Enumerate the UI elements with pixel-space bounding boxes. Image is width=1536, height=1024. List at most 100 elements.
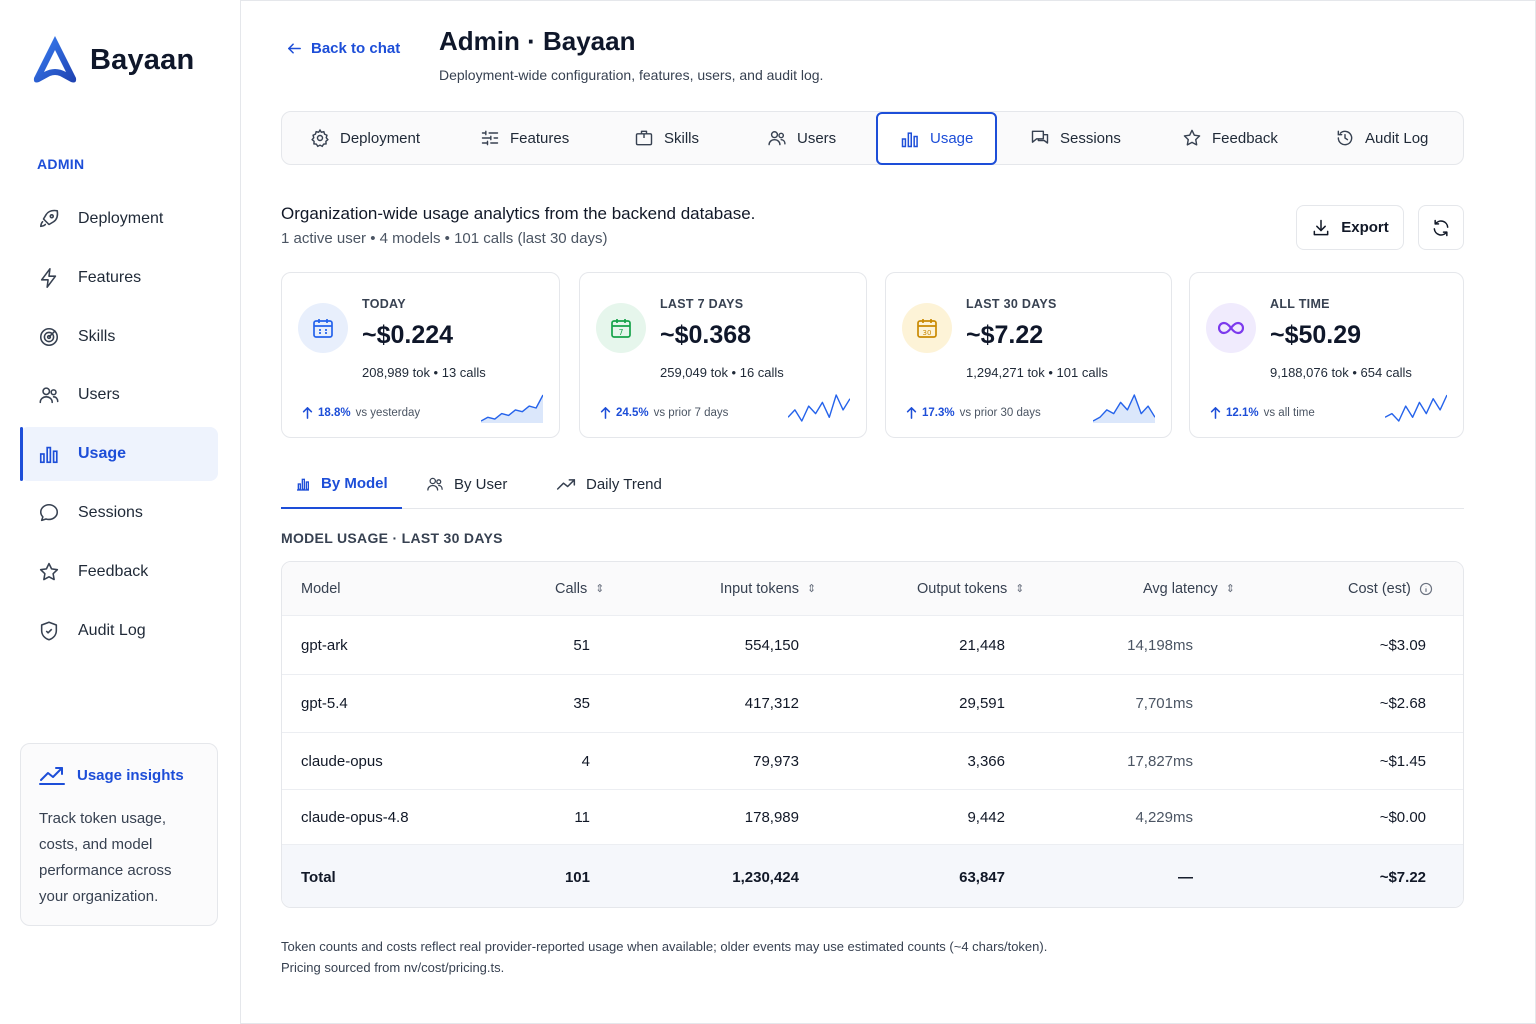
stat-card-last-7-days: 7 LAST 7 DAYS ~$0.368 259,049 tok • 16 c… (579, 272, 867, 438)
sidebar-item-label: Feedback (78, 562, 149, 580)
sidebar-item-label: Users (78, 386, 120, 404)
stat-value: ~$7.22 (966, 321, 1044, 349)
export-button[interactable]: Export (1296, 205, 1404, 250)
stat-icon-circle: 7 (596, 303, 646, 353)
cell-input-tokens: 178,989 (744, 808, 799, 826)
table-row[interactable]: claude-opus 4 79,973 3,366 17,827ms ~$1.45 (282, 733, 1463, 790)
sidebar-item-label: Deployment (78, 210, 164, 227)
sidebar-item-users[interactable]: Users (20, 368, 218, 422)
sidebar-item-deployment[interactable]: Deployment (20, 192, 218, 246)
stat-icon-circle: 30 (902, 303, 952, 353)
gear-icon (311, 128, 329, 148)
info-icon[interactable] (1419, 582, 1433, 596)
sidebar-item-label: Sessions (78, 503, 143, 521)
table-row[interactable]: claude-opus-4.8 11 178,989 9,442 4,229ms ~$0.… (282, 790, 1463, 845)
tab-label: Usage (930, 130, 974, 147)
stat-meta: 208,989 tok • 13 calls (362, 365, 486, 380)
tab-features[interactable]: Features (480, 111, 569, 165)
tab-usage[interactable]: Usage (876, 112, 998, 165)
cell-calls: 11 (574, 808, 590, 826)
tab-feedback[interactable]: Feedback (1182, 111, 1278, 165)
tab-sessions[interactable]: Sessions (1030, 111, 1121, 165)
table-header-row: Model Calls ⇕ Input tokens ⇕ Output tokens… (282, 562, 1463, 616)
subtab-label: By Model (321, 475, 388, 492)
page-title: Admin · Bayaan (439, 26, 636, 56)
sparkline-line (481, 394, 543, 422)
column-header-calls[interactable]: Calls ⇕ (555, 580, 605, 597)
admin-tabs: Deployment Features Skills Users Usage S… (281, 111, 1464, 165)
subtab-daily-trend[interactable]: Daily Trend (556, 460, 662, 508)
tab-label: Features (510, 129, 570, 147)
usage-insights-title: Usage insights (77, 766, 184, 784)
stat-delta-text: vs yesterday (355, 407, 421, 419)
cell-input-tokens: 554,150 (744, 636, 799, 654)
table-row[interactable]: gpt-5.4 35 417,312 29,591 7,701ms ~$2.68 (282, 675, 1463, 733)
sidebar-item-usage[interactable]: Usage (20, 427, 218, 482)
stat-delta-text: vs all time (1263, 407, 1315, 419)
column-header-avg-latency[interactable]: Avg latency ⇕ (1143, 580, 1235, 597)
subtab-by-user[interactable]: By User (426, 460, 507, 508)
refresh-button[interactable] (1418, 205, 1464, 250)
sparkline-area (481, 395, 543, 423)
column-header-input-tokens[interactable]: Input tokens ⇕ (720, 580, 817, 597)
tab-label: Users (797, 129, 837, 147)
chat-bubbles-icon (1031, 130, 1049, 144)
sidebar-item-skills[interactable]: Skills (20, 310, 218, 364)
sidebar-item-feedback[interactable]: Feedback (20, 545, 218, 599)
refresh-icon (1433, 219, 1449, 236)
sidebar-item-label: Audit Log (78, 621, 146, 639)
briefcase-icon (635, 130, 653, 146)
total-input-tokens: 1,230,424 (732, 868, 799, 886)
table-total-row: Total 101 1,230,424 63,847 — ~$7.22 (282, 845, 1463, 907)
sidebar-item-sessions[interactable]: Sessions (20, 486, 218, 540)
stat-label: LAST 30 DAYS (966, 297, 1057, 311)
stat-delta: 24.5% vs prior 7 days (600, 407, 728, 419)
cell-cost: ~$3.09 (1379, 636, 1426, 654)
footnote-line: Pricing sourced from nv/cost/pricing.ts. (281, 960, 505, 975)
calendar-7-icon: 7 (611, 319, 631, 338)
trending-up-icon (39, 767, 65, 785)
column-header-cost[interactable]: Cost (est) (1348, 562, 1433, 615)
sparkline-line (788, 394, 850, 422)
sparkline-area (1093, 395, 1155, 423)
sort-icon: ⇕ (1015, 583, 1025, 595)
tab-audit-log[interactable]: Audit Log (1335, 111, 1428, 165)
cell-avg-latency: 14,198ms (1127, 636, 1193, 654)
column-header-model[interactable]: Model (301, 580, 341, 597)
download-icon (1313, 219, 1329, 235)
total-label: Total (301, 868, 336, 886)
svg-text:7: 7 (619, 328, 624, 337)
tab-skills[interactable]: Skills (634, 111, 699, 165)
subtab-by-model[interactable]: By Model (281, 460, 402, 509)
users-icon (427, 477, 443, 491)
back-to-chat-link[interactable]: Back to chat (286, 40, 400, 57)
cell-calls: 4 (581, 752, 590, 770)
usage-view-tabs: By Model By User Daily Trend (281, 460, 1464, 509)
stat-delta-text: vs prior 30 days (959, 407, 1041, 419)
table-row[interactable]: gpt-ark 51 554,150 21,448 14,198ms ~$3.09 (282, 616, 1463, 675)
cell-avg-latency: 4,229ms (1135, 808, 1193, 826)
page-subtitle: Deployment-wide configuration, features,… (439, 67, 824, 83)
tab-label: Sessions (1060, 129, 1121, 147)
stat-label: LAST 7 DAYS (660, 297, 744, 311)
app-logo[interactable]: Bayaan (30, 34, 194, 86)
cell-avg-latency: 7,701ms (1135, 695, 1193, 712)
stat-icon-circle (1206, 303, 1256, 353)
sort-icon: ⇕ (595, 583, 605, 595)
stat-delta: 18.8% vs yesterday (302, 407, 420, 419)
column-header-output-tokens[interactable]: Output tokens ⇕ (917, 580, 1025, 597)
stat-delta-percent: 18.8% (318, 407, 351, 419)
stat-delta-percent: 12.1% (1226, 407, 1259, 419)
sidebar-item-features[interactable]: Features (20, 251, 218, 305)
tab-users[interactable]: Users (767, 111, 836, 165)
tab-label: Skills (664, 129, 700, 147)
sidebar-item-label: Skills (78, 327, 116, 345)
sidebar-item-audit-log[interactable]: Audit Log (20, 604, 218, 658)
star-icon (39, 562, 59, 581)
stat-delta-percent: 17.3% (922, 407, 955, 419)
arrow-up-icon (302, 407, 313, 419)
cell-model: claude-opus (301, 752, 383, 770)
stat-icon-circle (298, 303, 348, 353)
tab-deployment[interactable]: Deployment (310, 111, 420, 165)
cell-cost: ~$0.00 (1379, 808, 1426, 826)
